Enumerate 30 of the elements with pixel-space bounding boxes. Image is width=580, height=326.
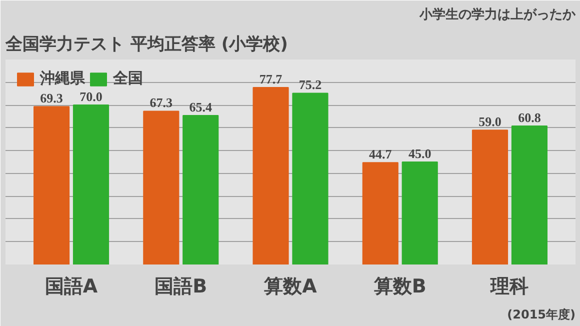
data-label: 44.7: [369, 146, 392, 162]
bar: [34, 106, 70, 264]
data-label: 45.0: [408, 146, 432, 161]
data-label: 70.0: [80, 89, 102, 104]
data-label: 65.4: [189, 100, 212, 115]
bar: [511, 126, 548, 264]
bar: [182, 115, 219, 264]
text: (2015年度): [507, 308, 576, 322]
bar: [402, 162, 438, 264]
data-label: 77.7: [259, 72, 283, 87]
x-tick-label: 算数A: [263, 276, 318, 298]
x-tick-label: 理科: [490, 276, 529, 298]
data-label: 60.8: [518, 110, 542, 126]
chart-title: 全国学力テスト 平均正答率 (小学校): [4, 34, 288, 54]
text: 小学生の学力は上がったか: [418, 8, 576, 22]
data-label: 69.3: [40, 90, 64, 106]
legend-label: 沖縄県: [40, 69, 85, 88]
bar: [72, 104, 110, 264]
data-label: 67.3: [150, 95, 174, 110]
legend-label: 全国: [113, 69, 143, 88]
bar: [292, 92, 328, 264]
data-label: 75.2: [298, 77, 322, 92]
bar: [252, 87, 289, 264]
x-tick-label: 算数B: [372, 276, 426, 298]
bar: [472, 130, 508, 264]
data-label: 59.0: [478, 114, 502, 130]
x-tick-label: 国語B: [154, 276, 208, 298]
x-tick-label: 国語A: [44, 276, 98, 298]
bar: [143, 110, 180, 264]
bar: [362, 162, 398, 264]
